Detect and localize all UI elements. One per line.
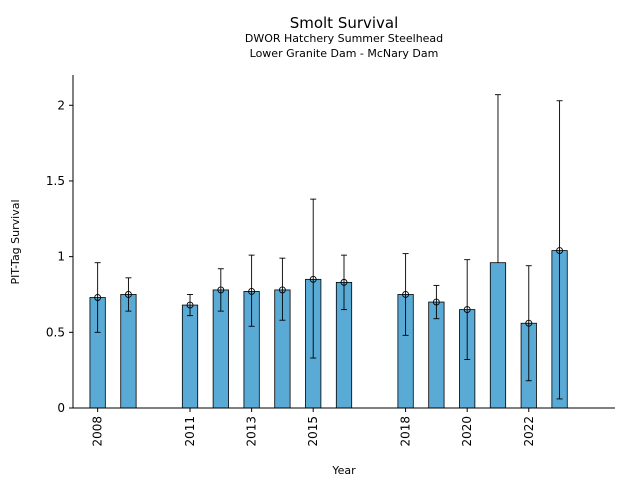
point-2019 bbox=[432, 298, 440, 306]
y-tick-label-1: 1 bbox=[57, 250, 65, 264]
bar-2021 bbox=[489, 262, 507, 409]
point-2012 bbox=[217, 286, 225, 294]
point-2018 bbox=[402, 291, 410, 298]
point-2016 bbox=[340, 278, 348, 286]
y-tick-label-1.5: 1.5 bbox=[46, 174, 65, 188]
point-2015 bbox=[309, 275, 317, 283]
x-tick-label-2018: 2018 bbox=[399, 416, 413, 447]
x-tick-label-2020: 2020 bbox=[460, 416, 474, 447]
x-tick-label-2011: 2011 bbox=[183, 416, 197, 447]
x-tick-label-2013: 2013 bbox=[245, 416, 259, 447]
point-2008 bbox=[94, 294, 102, 301]
x-axis-label: Year bbox=[331, 464, 356, 477]
y-tick-label-0.5: 0.5 bbox=[46, 325, 65, 339]
chart-title: Smolt Survival bbox=[290, 14, 399, 32]
point-2020 bbox=[463, 306, 471, 314]
point-2023 bbox=[556, 247, 564, 255]
x-tick-label-2008: 2008 bbox=[91, 416, 105, 447]
y-tick-label-0: 0 bbox=[57, 401, 65, 415]
chart-subtitle-line-1: DWOR Hatchery Summer Steelhead bbox=[245, 32, 443, 45]
x-tick-label-2022: 2022 bbox=[522, 416, 536, 447]
chart-subtitle-line-2: Lower Granite Dam - McNary Dam bbox=[250, 47, 439, 60]
point-2009 bbox=[124, 291, 132, 298]
point-2022 bbox=[525, 319, 533, 327]
point-2013 bbox=[248, 288, 256, 295]
y-axis-label: PIT-Tag Survival bbox=[9, 199, 22, 284]
bar-2011 bbox=[181, 304, 199, 409]
y-tick-label-2: 2 bbox=[57, 98, 65, 112]
plot-area: 0 0.5 1 1.5 2 2008 2011 2013 2015 2018 2020 2022 bbox=[46, 75, 615, 447]
point-2011 bbox=[186, 301, 194, 309]
x-tick-label-2015: 2015 bbox=[306, 416, 320, 447]
point-2014 bbox=[278, 286, 286, 294]
